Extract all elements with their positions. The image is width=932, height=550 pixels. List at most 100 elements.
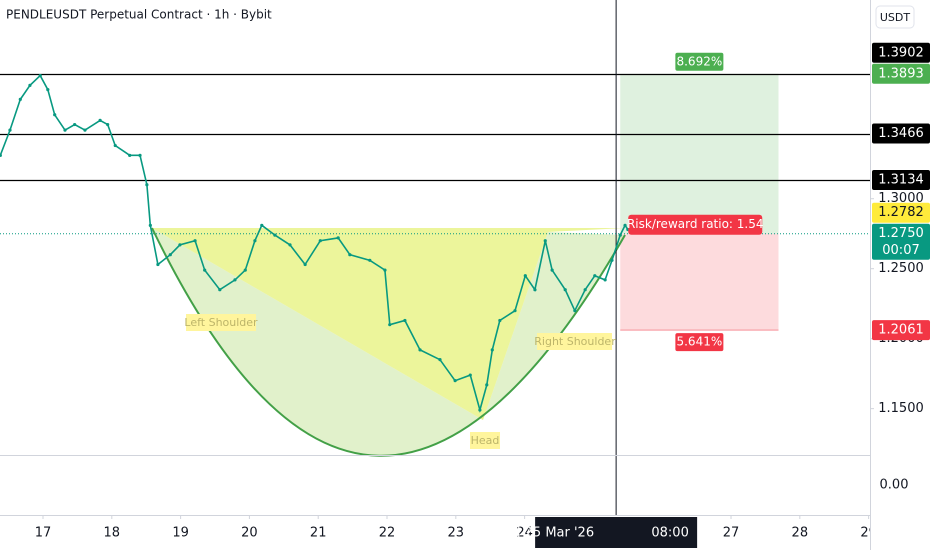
price-label-box [872, 202, 930, 223]
crosshair-time: 08:00 [651, 526, 688, 541]
price-point [478, 408, 482, 412]
countdown-label: 00:07 [882, 243, 919, 258]
price-label-box [872, 63, 930, 84]
y-tick-label: 1.3000 [878, 191, 924, 206]
price-point [260, 223, 264, 227]
price-point [148, 223, 152, 227]
price-point [203, 268, 207, 272]
ratio-label: Risk/reward ratio: 1.54 [627, 217, 764, 231]
price-point [113, 143, 117, 148]
price-point [178, 243, 182, 247]
price-point [583, 288, 587, 292]
price-point [513, 309, 517, 313]
price-label: 1.2750 [878, 226, 924, 241]
price-point [368, 258, 372, 262]
stop-label: 5.641% [676, 335, 722, 349]
price-point [46, 87, 50, 92]
price-point [233, 278, 237, 282]
ratio-label-box [628, 214, 763, 235]
price-point [253, 239, 257, 243]
price-point [128, 153, 132, 157]
currency-button[interactable] [875, 5, 915, 29]
pane-tick-label: 0.00 [880, 478, 909, 493]
price-point [8, 128, 12, 132]
price-point [336, 236, 340, 240]
x-tick-label: 17 [35, 526, 52, 541]
price-point [610, 258, 614, 262]
x-tick-label: 22 [379, 526, 396, 541]
price-label-box [872, 320, 930, 341]
plot [0, 0, 870, 515]
price-point [388, 323, 392, 327]
price-point [0, 153, 2, 157]
price-axis-panel [870, 0, 932, 550]
price-point [193, 239, 197, 243]
head-label: Head [471, 434, 500, 447]
right-shoulder-label: Right Shoulder [534, 335, 616, 348]
risk-reward-zones [620, 73, 779, 331]
chart-title: PENDLEUSDT Perpetual Contract · 1h · Byb… [6, 8, 272, 22]
price-point [156, 262, 160, 267]
y-axis: 1.30001.25001.20001.15001.20611.275000:0… [870, 42, 930, 416]
x-tick-label: 20 [241, 526, 258, 541]
price-point [138, 153, 142, 157]
price-point [550, 268, 554, 272]
price-point [403, 318, 407, 323]
price-point [523, 274, 527, 278]
price-label-box [872, 123, 930, 144]
target-zone [620, 73, 779, 234]
price-point [303, 262, 307, 267]
x-tick-label: 23 [448, 526, 465, 541]
pattern-label-box [537, 333, 612, 350]
stop-label-box [675, 333, 724, 352]
crosshair-date: Wed 25 Mar '26 [492, 526, 594, 541]
price-label: 1.3134 [878, 172, 924, 187]
price-point [168, 253, 172, 257]
price-point [83, 128, 87, 132]
price-point [563, 288, 567, 292]
x-tick-label: 19 [172, 526, 189, 541]
price-point [573, 309, 577, 313]
left-shoulder-label: Left Shoulder [184, 316, 258, 329]
cup-area [152, 228, 625, 456]
price-label: 1.2061 [878, 323, 924, 338]
y-tick-label: 1.2500 [878, 261, 924, 276]
y-tick-label: 1.1500 [878, 401, 924, 416]
price-point [383, 268, 387, 272]
price-point [98, 118, 102, 122]
stop-zone [620, 233, 779, 331]
price-label: 1.3893 [878, 66, 924, 81]
price-point [18, 97, 22, 101]
x-tick-label: 27 [723, 526, 740, 541]
x-tick-label: 21 [310, 526, 327, 541]
price-point [73, 122, 77, 127]
x-tick-label: 18 [104, 526, 121, 541]
price-point [145, 183, 149, 187]
pattern-label-box [186, 314, 256, 331]
price-label-box [872, 169, 930, 190]
price-point [106, 122, 110, 127]
price-point [453, 379, 457, 383]
target-label: 8.692% [676, 54, 722, 68]
price-point [218, 288, 222, 292]
price-point [485, 383, 489, 387]
overlay: 8.692% 5.641% Risk/reward ratio: 1.54 Wed 2… [492, 52, 764, 548]
price-point [438, 358, 442, 362]
price-point [618, 233, 622, 237]
price-point [63, 128, 67, 132]
price-point [348, 253, 352, 257]
price-label: 1.3902 [878, 45, 924, 60]
price-label-box [872, 42, 930, 63]
price-label: 1.2782 [878, 205, 924, 220]
price-point [318, 239, 322, 243]
price-point [243, 268, 247, 272]
price-point [623, 223, 627, 227]
currency-button-label[interactable]: USDT [880, 11, 911, 24]
price-point [498, 318, 502, 323]
price-point [543, 239, 547, 243]
price-point [288, 243, 292, 247]
price-point [28, 83, 32, 87]
price-point [273, 233, 277, 237]
price-point [468, 373, 472, 377]
